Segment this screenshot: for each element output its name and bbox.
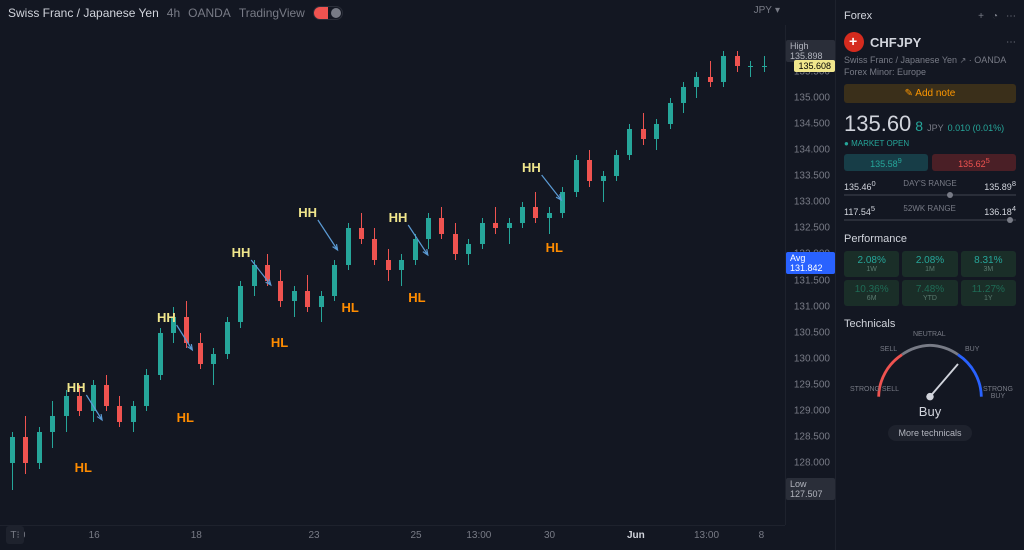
symbol-name[interactable]: CHFJPY bbox=[870, 35, 921, 50]
x-tick: 13:00 bbox=[466, 530, 491, 541]
platform: TradingView bbox=[239, 6, 305, 20]
market-status: MARKET OPEN bbox=[844, 139, 1016, 148]
technicals-title: Technicals bbox=[844, 318, 1016, 330]
arrow-annotation bbox=[0, 25, 785, 525]
asset-category[interactable]: Forex bbox=[844, 10, 872, 22]
price-display: 135.608 JPY 0.010 (0.01%) bbox=[844, 111, 1016, 137]
price-tag: Avg 131.842 bbox=[786, 252, 835, 274]
y-tick: 129.000 bbox=[794, 406, 830, 417]
x-tick: 16 bbox=[89, 530, 100, 541]
y-tick: 131.000 bbox=[794, 301, 830, 312]
chart-header: Swiss Franc / Japanese Yen 4h OANDA Trad… bbox=[0, 0, 835, 25]
technicals-gauge: STRONG SELL SELL NEUTRAL BUY STRONG BUY bbox=[855, 336, 1005, 409]
chart-canvas[interactable]: HHHLHHHLHHHLHHHLHHHLHHHL bbox=[0, 25, 785, 525]
more-technicals-button[interactable]: More technicals bbox=[888, 425, 971, 441]
price-axis[interactable]: 136.000135.500135.000134.500134.000133.5… bbox=[785, 25, 835, 525]
price-tag: Low 127.507 bbox=[786, 478, 835, 500]
toggle-switch[interactable] bbox=[313, 6, 343, 20]
perf-cell[interactable]: 2.08%1M bbox=[902, 251, 957, 277]
side-panel: Forex + ◔ ⋯ CHFJPY ⋯ Swiss Franc / Japan… bbox=[835, 0, 1024, 550]
perf-cell[interactable]: 8.31%3M bbox=[961, 251, 1016, 277]
y-tick: 132.500 bbox=[794, 223, 830, 234]
y-tick: 135.000 bbox=[794, 92, 830, 103]
y-tick: 134.000 bbox=[794, 144, 830, 155]
currency-dropdown[interactable]: JPY ▾ bbox=[754, 5, 780, 16]
timeframe[interactable]: 4h bbox=[167, 6, 180, 20]
y-tick: 131.500 bbox=[794, 275, 830, 286]
timer-icon[interactable]: ◔ bbox=[992, 11, 998, 22]
tradingview-logo[interactable]: T⁝ bbox=[6, 526, 24, 544]
chevron-down-icon: ▾ bbox=[775, 5, 780, 16]
y-tick: 133.500 bbox=[794, 171, 830, 182]
symbol-description: Swiss Franc / Japanese Yen ↗ · OANDA For… bbox=[844, 55, 1016, 78]
y-tick: 128.000 bbox=[794, 458, 830, 469]
chart-area: Swiss Franc / Japanese Yen 4h OANDA Trad… bbox=[0, 0, 835, 550]
perf-cell[interactable]: 7.48%YTD bbox=[902, 280, 957, 306]
y-tick: 133.000 bbox=[794, 197, 830, 208]
symbol-title[interactable]: Swiss Franc / Japanese Yen bbox=[8, 6, 159, 20]
perf-cell[interactable]: 10.36%6M bbox=[844, 280, 899, 306]
currency-label: JPY bbox=[754, 5, 772, 16]
more-icon[interactable]: ⋯ bbox=[1006, 11, 1016, 22]
flag-icon bbox=[844, 32, 864, 52]
y-tick: 134.500 bbox=[794, 118, 830, 129]
perf-cell[interactable]: 11.27%1Y bbox=[961, 280, 1016, 306]
performance-grid: 2.08%1W2.08%1M8.31%3M 10.36%6M7.48%YTD11.… bbox=[844, 251, 1016, 306]
provider[interactable]: OANDA bbox=[188, 6, 231, 20]
add-note-button[interactable]: ✎ Add note bbox=[844, 84, 1016, 103]
price-tag: 135.608 bbox=[794, 60, 835, 72]
perf-cell[interactable]: 2.08%1W bbox=[844, 251, 899, 277]
y-tick: 130.500 bbox=[794, 327, 830, 338]
performance-title: Performance bbox=[844, 233, 1016, 245]
days-range: 135.460 DAY'S RANGE 135.898 bbox=[844, 179, 1016, 192]
y-tick: 128.500 bbox=[794, 432, 830, 443]
x-tick: Jun bbox=[627, 530, 645, 541]
ask-price[interactable]: 135.625 bbox=[932, 154, 1016, 171]
52wk-range: 117.545 52WK RANGE 136.184 bbox=[844, 204, 1016, 217]
y-tick: 130.000 bbox=[794, 353, 830, 364]
x-tick: 8 bbox=[759, 530, 765, 541]
x-tick: 30 bbox=[544, 530, 555, 541]
y-tick: 129.500 bbox=[794, 380, 830, 391]
x-tick: 18 bbox=[191, 530, 202, 541]
symbol-more-icon[interactable]: ⋯ bbox=[1006, 37, 1016, 48]
bid-price[interactable]: 135.589 bbox=[844, 154, 928, 171]
x-tick: 23 bbox=[308, 530, 319, 541]
x-tick: 13:00 bbox=[694, 530, 719, 541]
x-tick: 25 bbox=[410, 530, 421, 541]
add-icon[interactable]: + bbox=[978, 11, 984, 22]
time-axis[interactable]: 3:001618232513:0030Jun13:008 bbox=[0, 525, 785, 550]
price-tag: High 135.898 bbox=[786, 40, 835, 62]
